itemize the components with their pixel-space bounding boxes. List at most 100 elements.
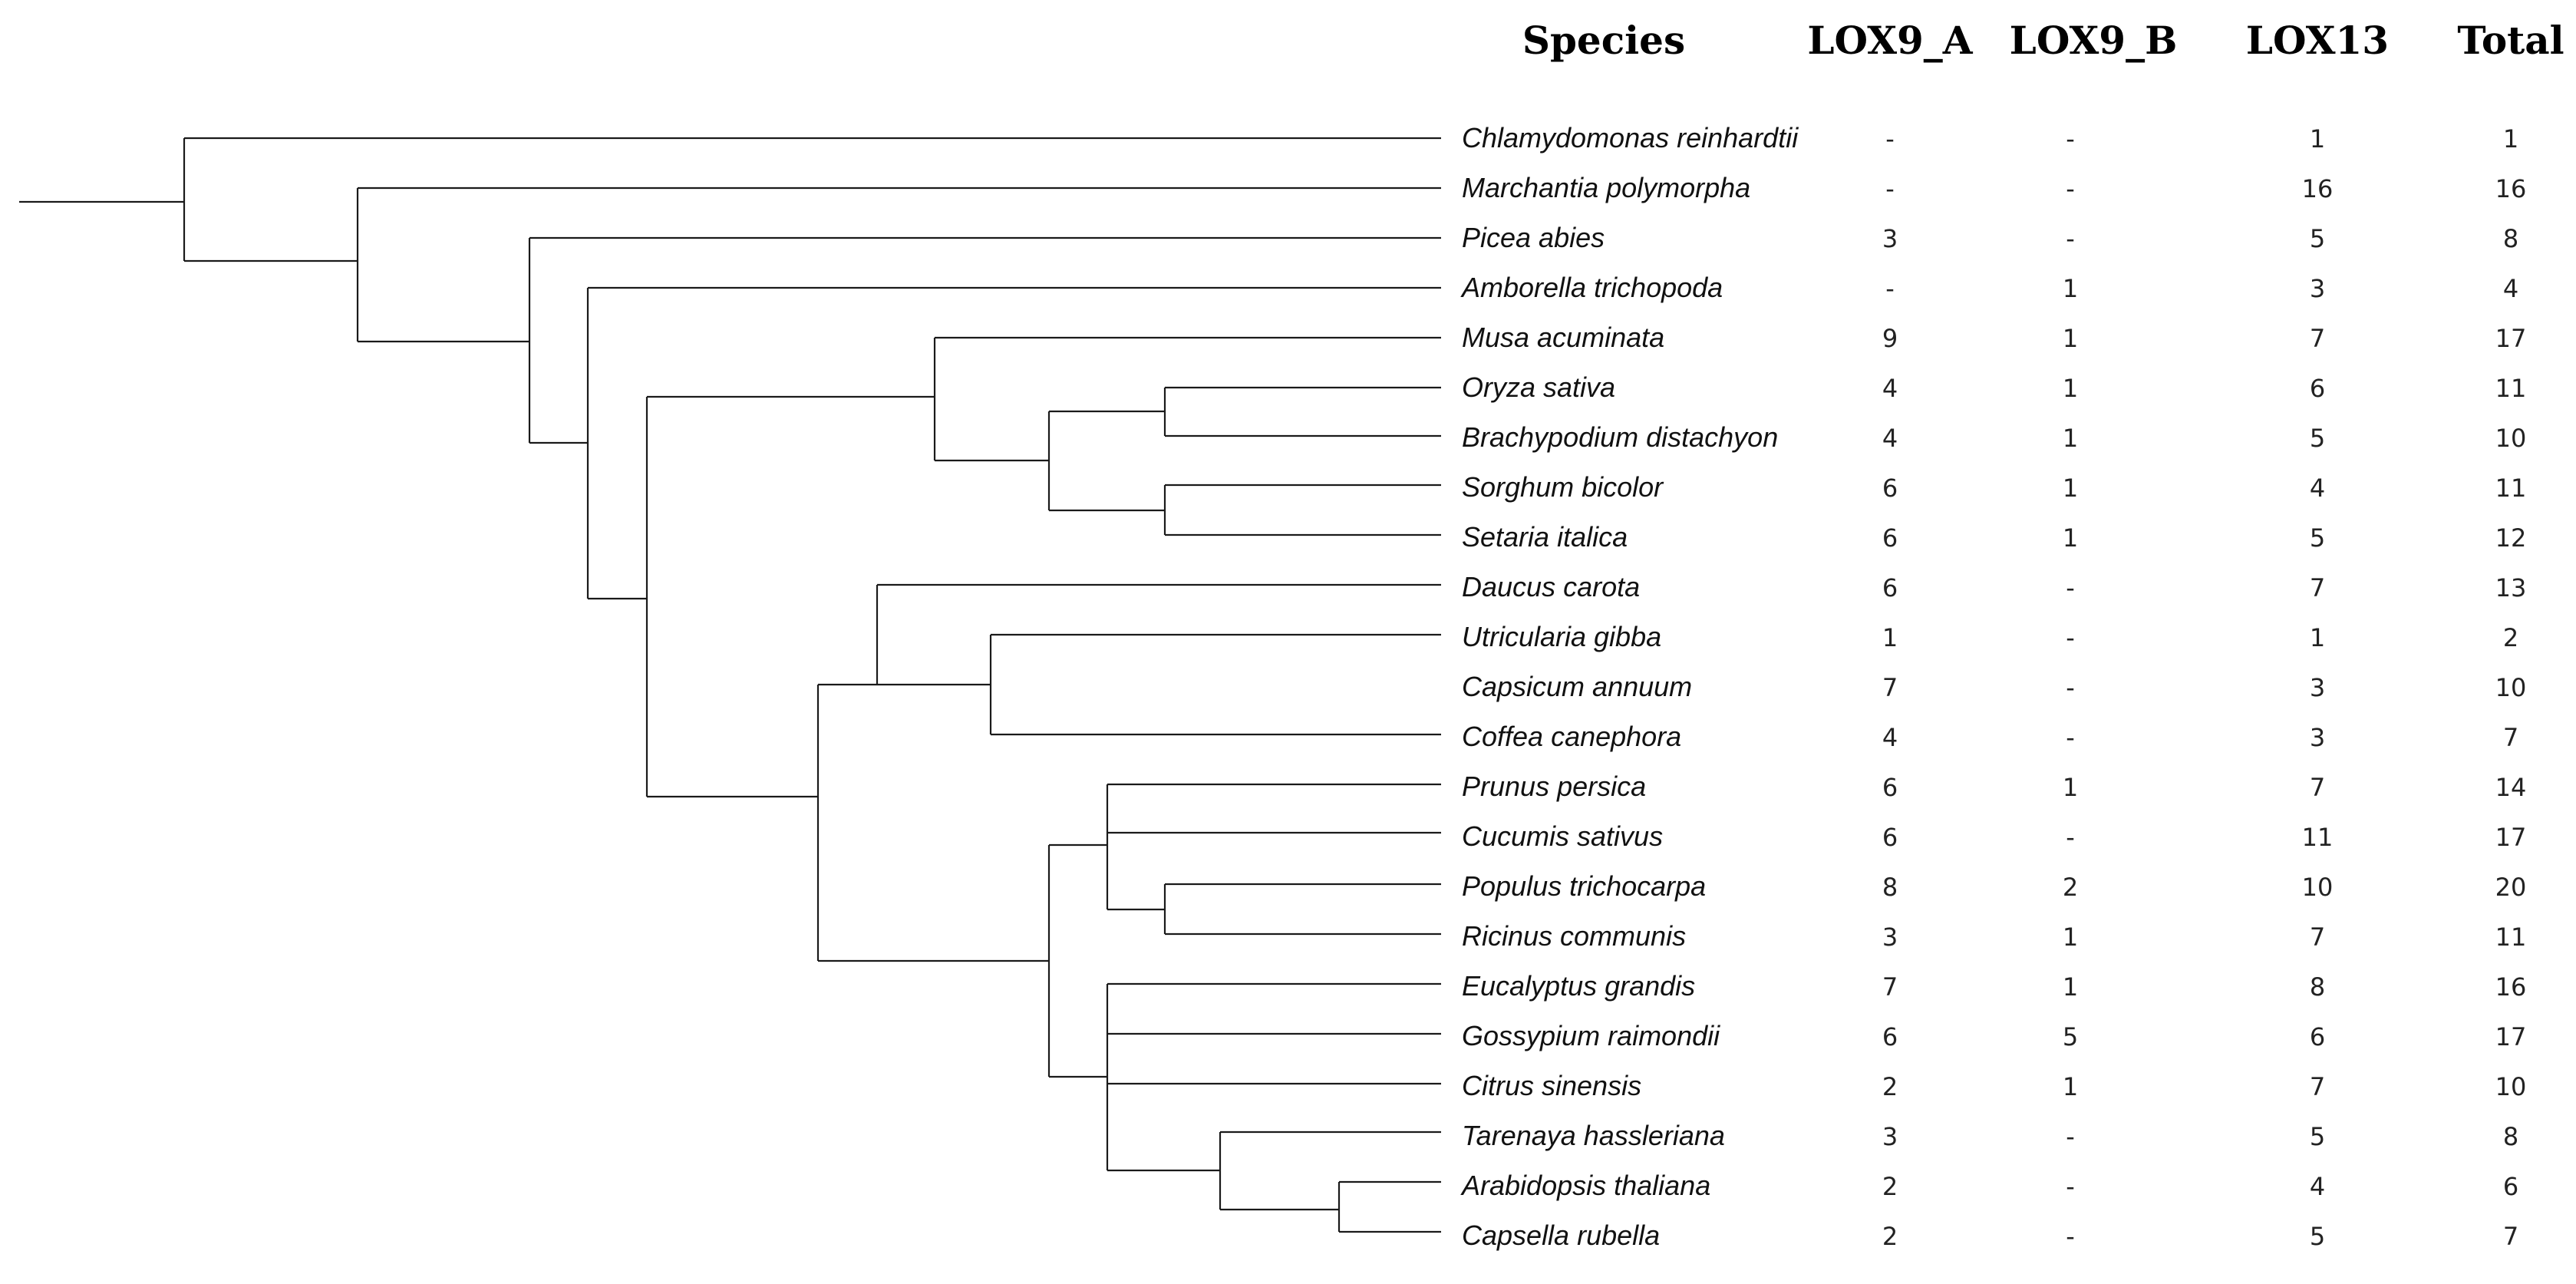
count-lox9a: -: [1885, 124, 1895, 153]
count-total: 8: [2503, 224, 2518, 253]
species-label: Capsicum annuum: [1462, 671, 1692, 702]
count-lox9a: 4: [1882, 374, 1898, 403]
count-total: 11: [2495, 923, 2527, 952]
count-lox9b: -: [2066, 573, 2075, 602]
species-label: Tarenaya hassleriana: [1462, 1120, 1725, 1151]
count-lox9a: 7: [1882, 972, 1898, 1002]
species-table: Chlamydomonas reinhardtii - -1 1Marchantia …: [1460, 122, 2526, 1251]
count-total: 13: [2495, 573, 2527, 602]
header-lox9a: LOX9_A: [1807, 18, 1973, 63]
count-total: 4: [2503, 274, 2518, 303]
species-label: Populus trichocarpa: [1462, 870, 1706, 902]
count-total: 17: [2495, 324, 2527, 353]
count-total: 14: [2495, 773, 2527, 802]
count-lox9a: -: [1885, 274, 1895, 303]
count-lox9b: 1: [2063, 474, 2078, 503]
count-lox13: 7: [2310, 1072, 2325, 1101]
species-label: Citrus sinensis: [1462, 1070, 1641, 1101]
count-lox9a: 8: [1882, 873, 1898, 902]
count-total: 7: [2503, 723, 2518, 752]
species-label: Oryza sativa: [1462, 371, 1615, 403]
count-lox9a: 6: [1882, 773, 1898, 802]
header-total: Total: [2457, 18, 2564, 63]
species-label: Sorghum bicolor: [1462, 471, 1664, 503]
count-lox13: 3: [2310, 673, 2325, 702]
species-label: Eucalyptus grandis: [1462, 970, 1695, 1002]
count-lox9a: 9: [1882, 324, 1898, 353]
branch-monocots: [933, 336, 1441, 462]
count-lox9b: -: [2066, 1222, 2075, 1251]
count-total: 1: [2503, 124, 2518, 153]
branch-grasses: [1047, 410, 1165, 512]
count-lox9a: 3: [1882, 224, 1898, 253]
branch-malvids: [1106, 982, 1441, 1172]
species-label: Utricularia gibba: [1462, 621, 1661, 652]
species-label: Arabidopsis thaliana: [1460, 1170, 1710, 1201]
count-total: 11: [2495, 374, 2527, 403]
branch-eudicots: [816, 683, 1049, 962]
species-label: Musa acuminata: [1462, 322, 1664, 353]
count-lox9b: 1: [2063, 773, 2078, 802]
count-lox9b: 1: [2063, 424, 2078, 453]
branch-populus-ricinus: [1163, 883, 1441, 936]
branch-node-c: [528, 236, 1441, 444]
count-lox13: 1: [2310, 623, 2325, 652]
count-lox9b: -: [2066, 623, 2075, 652]
header-species: Species: [1522, 18, 1685, 63]
count-lox9b: -: [2066, 1172, 2075, 1201]
count-lox9b: -: [2066, 1122, 2075, 1151]
count-lox9a: 6: [1882, 573, 1898, 602]
branch-oryza-brachypodium: [1163, 386, 1441, 437]
branch-lamiids: [989, 633, 1441, 736]
count-total: 17: [2495, 823, 2527, 852]
branch-asterids: [876, 583, 1441, 686]
branch-sorghum-setaria: [1163, 484, 1441, 536]
count-lox9b: 1: [2063, 972, 2078, 1002]
count-total: 8: [2503, 1122, 2518, 1151]
count-lox13: 4: [2310, 1172, 2325, 1201]
count-lox13: 1: [2310, 124, 2325, 153]
header-lox13: LOX13: [2246, 18, 2389, 63]
count-lox9a: 6: [1882, 823, 1898, 852]
count-lox13: 6: [2310, 374, 2325, 403]
count-lox9a: 2: [1882, 1172, 1898, 1201]
header-lox9b: LOX9_B: [2010, 18, 2178, 63]
species-label: Amborella trichopoda: [1460, 272, 1723, 303]
count-lox9b: 1: [2063, 523, 2078, 553]
branch-node-a: [183, 137, 1441, 262]
species-label: Brachypodium distachyon: [1462, 421, 1778, 453]
count-lox9b: 2: [2063, 873, 2078, 902]
count-lox13: 5: [2310, 224, 2325, 253]
species-label: Ricinus communis: [1462, 920, 1686, 952]
count-lox9a: 2: [1882, 1222, 1898, 1251]
count-lox9b: -: [2066, 124, 2075, 153]
count-lox9a: 7: [1882, 673, 1898, 702]
species-label: Picea abies: [1462, 222, 1605, 253]
count-lox9a: 3: [1882, 1122, 1898, 1151]
count-lox9b: 1: [2063, 274, 2078, 303]
count-lox9b: 1: [2063, 374, 2078, 403]
count-lox9b: 5: [2063, 1022, 2078, 1051]
count-lox13: 7: [2310, 773, 2325, 802]
count-lox9b: 1: [2063, 923, 2078, 952]
count-lox9a: 3: [1882, 923, 1898, 952]
count-lox9a: 1: [1882, 623, 1898, 652]
count-lox13: 7: [2310, 573, 2325, 602]
species-label: Marchantia polymorpha: [1462, 172, 1750, 203]
species-label: Gossypium raimondii: [1462, 1020, 1720, 1051]
species-label: Chlamydomonas reinhardtii: [1462, 122, 1799, 153]
cladogram: [19, 137, 1441, 1233]
count-lox13: 11: [2302, 823, 2334, 852]
count-lox9b: -: [2066, 823, 2075, 852]
branch-fabids: [1106, 783, 1441, 911]
count-lox9b: -: [2066, 224, 2075, 253]
branch-node-e: [645, 395, 935, 798]
count-lox13: 7: [2310, 923, 2325, 952]
count-total: 20: [2495, 873, 2527, 902]
count-total: 10: [2495, 424, 2527, 453]
count-lox9b: 1: [2063, 1072, 2078, 1101]
branch-node-d: [586, 286, 1441, 600]
branch-brassicales: [1219, 1131, 1441, 1211]
count-lox9a: 4: [1882, 424, 1898, 453]
count-lox9a: 6: [1882, 1022, 1898, 1051]
